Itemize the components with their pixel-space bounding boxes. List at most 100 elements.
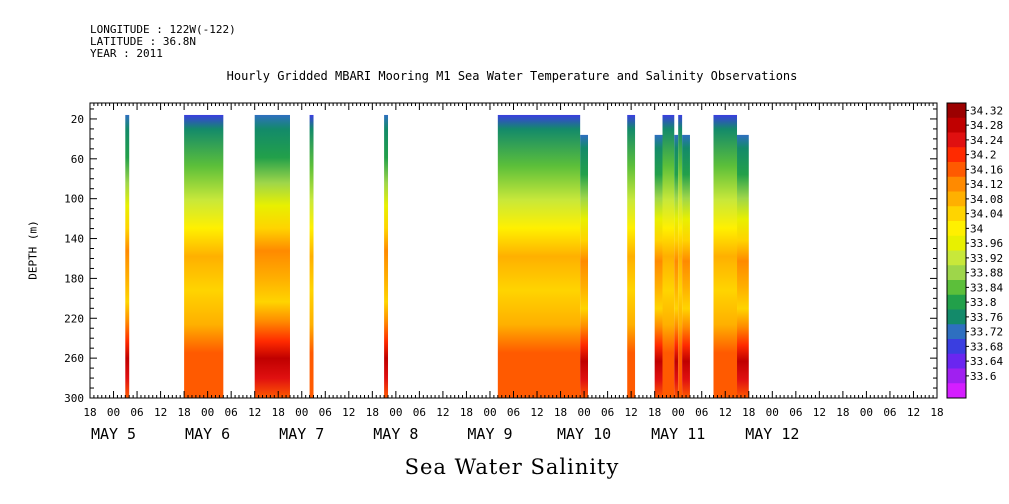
x-tick-label: 06 — [695, 406, 708, 419]
colorbar-label: 33.6 — [970, 370, 997, 383]
colorbar-swatch — [947, 353, 966, 369]
x-tick-label: 06 — [601, 406, 614, 419]
x-tick-label: 12 — [907, 406, 920, 419]
mooring-metadata: LONGITUDE : 122W(-122) LATITUDE : 36.8N … — [90, 24, 236, 60]
colorbar-frame — [946, 102, 967, 399]
salinity-block — [737, 134, 749, 398]
y-tick-label: 260 — [64, 352, 84, 365]
colorbar-swatch — [947, 368, 966, 384]
salinity-block — [654, 134, 663, 398]
chart-title: Hourly Gridded MBARI Mooring M1 Sea Wate… — [226, 69, 798, 83]
colorbar-swatch — [947, 250, 966, 266]
x-tick-label: 18 — [83, 406, 96, 419]
colorbar-swatch — [947, 117, 966, 133]
colorbar-swatch — [947, 294, 966, 310]
salinity-block — [497, 114, 581, 398]
x-axis-label: Sea Water Salinity — [404, 455, 620, 479]
x-tick-label: 12 — [625, 406, 638, 419]
y-tick-label: 60 — [71, 153, 84, 166]
latitude-text: LATITUDE : 36.8N — [90, 35, 196, 48]
x-tick-label: 06 — [789, 406, 802, 419]
salinity-block — [580, 134, 589, 398]
x-day-label: MAY 12 — [745, 425, 799, 443]
x-tick-label: 00 — [389, 406, 402, 419]
colorbar-label: 34.28 — [970, 119, 1003, 132]
salinity-block — [125, 114, 130, 398]
colorbar-label: 34.04 — [970, 208, 1003, 221]
y-tick-label: 100 — [64, 193, 84, 206]
x-tick-label: 00 — [577, 406, 590, 419]
y-tick-label: 20 — [71, 113, 84, 126]
x-tick-label: 12 — [719, 406, 732, 419]
colorbar-swatch — [947, 221, 966, 237]
salinity-block — [713, 114, 738, 398]
salinity-block — [254, 114, 290, 398]
x-tick-label: 12 — [154, 406, 167, 419]
x-tick-label: 06 — [507, 406, 520, 419]
x-tick-label: 12 — [530, 406, 543, 419]
x-tick-label: 18 — [366, 406, 379, 419]
colorbar-label: 34.24 — [970, 134, 1003, 147]
salinity-block — [184, 114, 224, 398]
x-tick-label: 00 — [860, 406, 873, 419]
colorbar-swatch — [947, 265, 966, 281]
x-tick-label: 06 — [413, 406, 426, 419]
colorbar-label: 34.08 — [970, 193, 1003, 206]
colorbar-swatch — [947, 191, 966, 207]
colorbar-label: 33.76 — [970, 311, 1003, 324]
colorbar-label: 33.72 — [970, 326, 1003, 339]
salinity-block — [627, 114, 636, 398]
x-tick-label: 18 — [930, 406, 943, 419]
salinity-block — [309, 114, 314, 398]
colorbar-swatch — [947, 176, 966, 192]
colorbar-label: 33.88 — [970, 267, 1003, 280]
colorbar-swatch — [947, 206, 966, 222]
x-day-label: MAY 6 — [185, 425, 230, 443]
colorbar-swatch — [947, 235, 966, 251]
x-tick-label: 12 — [342, 406, 355, 419]
x-day-label: MAY 10 — [557, 425, 611, 443]
x-tick-label: 18 — [272, 406, 285, 419]
x-tick-label: 00 — [107, 406, 120, 419]
x-axis: 18 00 06 12 18 00 06 12 18 00 06 12 18 00 06 12 18 00 06 12… — [83, 103, 944, 443]
x-tick-label: 00 — [766, 406, 779, 419]
salinity-blocks — [125, 114, 749, 398]
colorbar-label: 34.2 — [970, 149, 997, 162]
x-tick-label: 18 — [836, 406, 849, 419]
y-axis-label: DEPTH (m) — [26, 220, 40, 280]
x-tick-label: 18 — [460, 406, 473, 419]
x-day-label: MAY 9 — [467, 425, 512, 443]
colorbar-swatch — [947, 324, 966, 340]
colorbar-label: 34 — [970, 222, 984, 235]
year-text: YEAR : 2011 — [90, 47, 163, 60]
y-tick-label: 180 — [64, 272, 84, 285]
x-tick-label: 06 — [319, 406, 332, 419]
x-tick-label: 12 — [248, 406, 261, 419]
colorbar-label: 33.64 — [970, 355, 1003, 368]
x-tick-label: 00 — [295, 406, 308, 419]
x-tick-label: 06 — [225, 406, 238, 419]
y-tick-label: 140 — [64, 233, 84, 246]
x-tick-label: 18 — [742, 406, 755, 419]
y-tick-label: 220 — [64, 312, 84, 325]
y-tick-label: 300 — [64, 392, 84, 405]
salinity-block — [682, 134, 690, 398]
colorbar-label: 34.16 — [970, 163, 1003, 176]
x-tick-label: 00 — [672, 406, 685, 419]
x-tick-label: 18 — [554, 406, 567, 419]
x-tick-label: 12 — [436, 406, 449, 419]
longitude-text: LONGITUDE : 122W(-122) — [90, 23, 236, 36]
colorbar-swatch — [947, 339, 966, 355]
colorbar-label: 33.68 — [970, 340, 1003, 353]
x-tick-label: 06 — [883, 406, 896, 419]
x-tick-label: 00 — [201, 406, 214, 419]
x-tick-label: 18 — [177, 406, 190, 419]
colorbar-label: 33.96 — [970, 237, 1003, 250]
x-day-label: MAY 11 — [651, 425, 705, 443]
colorbar-label: 33.84 — [970, 281, 1003, 294]
colorbar-swatch — [947, 147, 966, 163]
salinity-block — [674, 134, 679, 398]
colorbar-label: 33.8 — [970, 296, 997, 309]
colorbar: 34.3234.2834.2434.234.1634.1234.0834.043… — [946, 102, 1003, 399]
